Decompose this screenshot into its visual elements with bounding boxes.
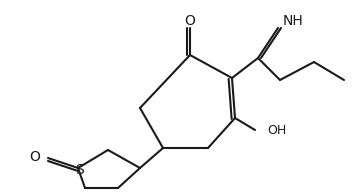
Text: OH: OH [267, 125, 286, 138]
Text: S: S [74, 163, 83, 177]
Text: O: O [185, 14, 195, 28]
Text: O: O [29, 150, 40, 164]
Text: NH: NH [283, 14, 304, 28]
